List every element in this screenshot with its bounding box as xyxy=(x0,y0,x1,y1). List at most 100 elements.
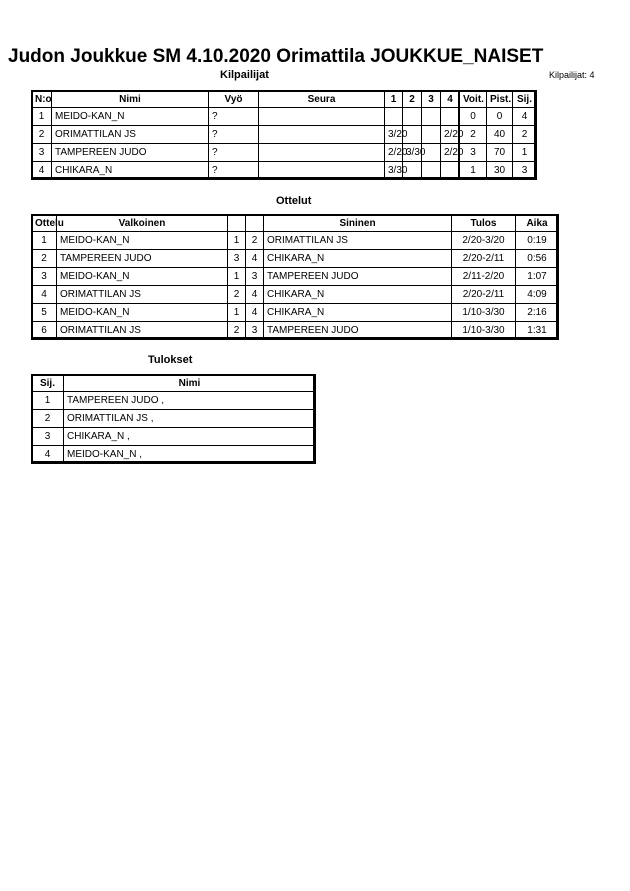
table-cell: TAMPEREEN JUDO , xyxy=(63,391,316,410)
table-cell: 2 xyxy=(31,249,57,268)
table-cell: 0:56 xyxy=(515,249,559,268)
section-title: Ottelut xyxy=(276,195,312,207)
table-cell xyxy=(258,161,385,180)
table-cell xyxy=(440,161,460,180)
table-cell: 3 xyxy=(31,143,52,162)
table-cell: ? xyxy=(208,107,259,126)
table-cell xyxy=(258,107,385,126)
table-cell: 2 xyxy=(31,125,52,144)
table-cell: 0:19 xyxy=(515,231,559,250)
table-cell: MEIDO-KAN_N xyxy=(56,231,228,250)
header-cell xyxy=(245,214,264,232)
table xyxy=(31,214,558,339)
table-cell: CHIKARA_N xyxy=(51,161,209,180)
table-cell: 2/20 xyxy=(384,143,407,162)
table-cell: 4:09 xyxy=(515,285,559,304)
table-cell: 2 xyxy=(245,231,264,250)
table-cell: 2 xyxy=(512,125,537,144)
section-title: Tulokset xyxy=(148,354,193,366)
table-cell: ORIMATTILAN JS xyxy=(56,285,228,304)
header-cell: 2 xyxy=(402,90,422,108)
header-cell xyxy=(227,214,246,232)
header-cell: Voit. xyxy=(459,90,487,108)
table-cell: 2 xyxy=(227,285,246,304)
table-cell: 3 xyxy=(227,249,246,268)
table-cell: 4 xyxy=(245,285,264,304)
table-cell: MEIDO-KAN_N xyxy=(51,107,209,126)
table-cell: ORIMATTILAN JS , xyxy=(63,409,316,428)
table-cell: ? xyxy=(208,143,259,162)
title: Judon Joukkue SM 4.10.2020 Orimattila JO… xyxy=(8,46,544,67)
table-cell: 3 xyxy=(31,267,57,286)
table-cell: 2/20 xyxy=(440,143,463,162)
table-cell xyxy=(421,125,441,144)
header-cell: Sij. xyxy=(31,374,64,392)
table-cell: 1:31 xyxy=(515,321,559,340)
table-cell: 1/10-3/30 xyxy=(451,303,516,322)
header-cell: Nimi xyxy=(51,90,209,108)
table-cell: 70 xyxy=(486,143,513,162)
table-cell: MEIDO-KAN_N , xyxy=(63,445,316,464)
table-cell: 4 xyxy=(31,161,52,180)
table xyxy=(31,374,315,463)
table-cell: MEIDO-KAN_N xyxy=(56,267,228,286)
table-cell: 1 xyxy=(512,143,537,162)
table-cell: 0 xyxy=(459,107,487,126)
table-cell: 4 xyxy=(31,285,57,304)
table-cell: ORIMATTILAN JS xyxy=(263,231,452,250)
table-cell: 6 xyxy=(31,321,57,340)
table-cell: 4 xyxy=(245,303,264,322)
table-cell: 1 xyxy=(227,267,246,286)
divider xyxy=(458,90,460,179)
table-cell: 4 xyxy=(31,445,64,464)
table-cell xyxy=(421,143,441,162)
table-cell: 2/20-2/11 xyxy=(451,285,516,304)
table-cell xyxy=(421,161,441,180)
table-cell: 3 xyxy=(245,267,264,286)
table-cell: 2/20-3/20 xyxy=(451,231,516,250)
table-cell: MEIDO-KAN_N xyxy=(56,303,228,322)
table-cell: 2 xyxy=(31,409,64,428)
table-cell: 4 xyxy=(512,107,537,126)
header-cell: 3 xyxy=(421,90,441,108)
table-cell: CHIKARA_N xyxy=(263,285,452,304)
header-cell: Vyö xyxy=(208,90,259,108)
table-cell: TAMPEREEN JUDO xyxy=(51,143,209,162)
table-cell xyxy=(402,107,422,126)
header-cell: Aika xyxy=(515,214,559,232)
table-cell: 30 xyxy=(486,161,513,180)
header-cell: Ottelu xyxy=(31,214,64,232)
table-cell: TAMPEREEN JUDO xyxy=(263,321,452,340)
table-cell xyxy=(421,107,441,126)
count: Kilpailijat: 4 xyxy=(549,70,595,80)
header-cell: Sininen xyxy=(263,214,452,232)
table-cell: 3 xyxy=(512,161,537,180)
table-cell: 3/20 xyxy=(384,125,407,144)
table-cell: 0 xyxy=(486,107,513,126)
table-cell: 2:16 xyxy=(515,303,559,322)
table-cell: 2 xyxy=(227,321,246,340)
table-cell: 3/30 xyxy=(384,161,407,180)
table-cell: 2/20 xyxy=(440,125,463,144)
table-cell: 5 xyxy=(31,303,57,322)
table-cell: CHIKARA_N xyxy=(263,303,452,322)
table-cell: ? xyxy=(208,125,259,144)
header-cell: N:o xyxy=(31,90,52,108)
table-cell: 1/10-3/30 xyxy=(451,321,516,340)
table-cell: TAMPEREEN JUDO xyxy=(56,249,228,268)
table-cell: 3 xyxy=(459,143,487,162)
header-cell: Seura xyxy=(258,90,385,108)
header-cell: 4 xyxy=(440,90,460,108)
table-cell: ORIMATTILAN JS xyxy=(56,321,228,340)
table-cell xyxy=(402,125,422,144)
table-cell: 1 xyxy=(31,391,64,410)
subtitle: Kilpailijat xyxy=(220,69,269,81)
table-cell: 3/30 xyxy=(402,143,425,162)
table-cell: CHIKARA_N , xyxy=(63,427,316,446)
table-cell: 2/11-2/20 xyxy=(451,267,516,286)
header-cell: Nimi xyxy=(63,374,316,392)
header-cell: 1 xyxy=(384,90,403,108)
table-cell: 1 xyxy=(227,303,246,322)
table-cell: 2 xyxy=(459,125,487,144)
